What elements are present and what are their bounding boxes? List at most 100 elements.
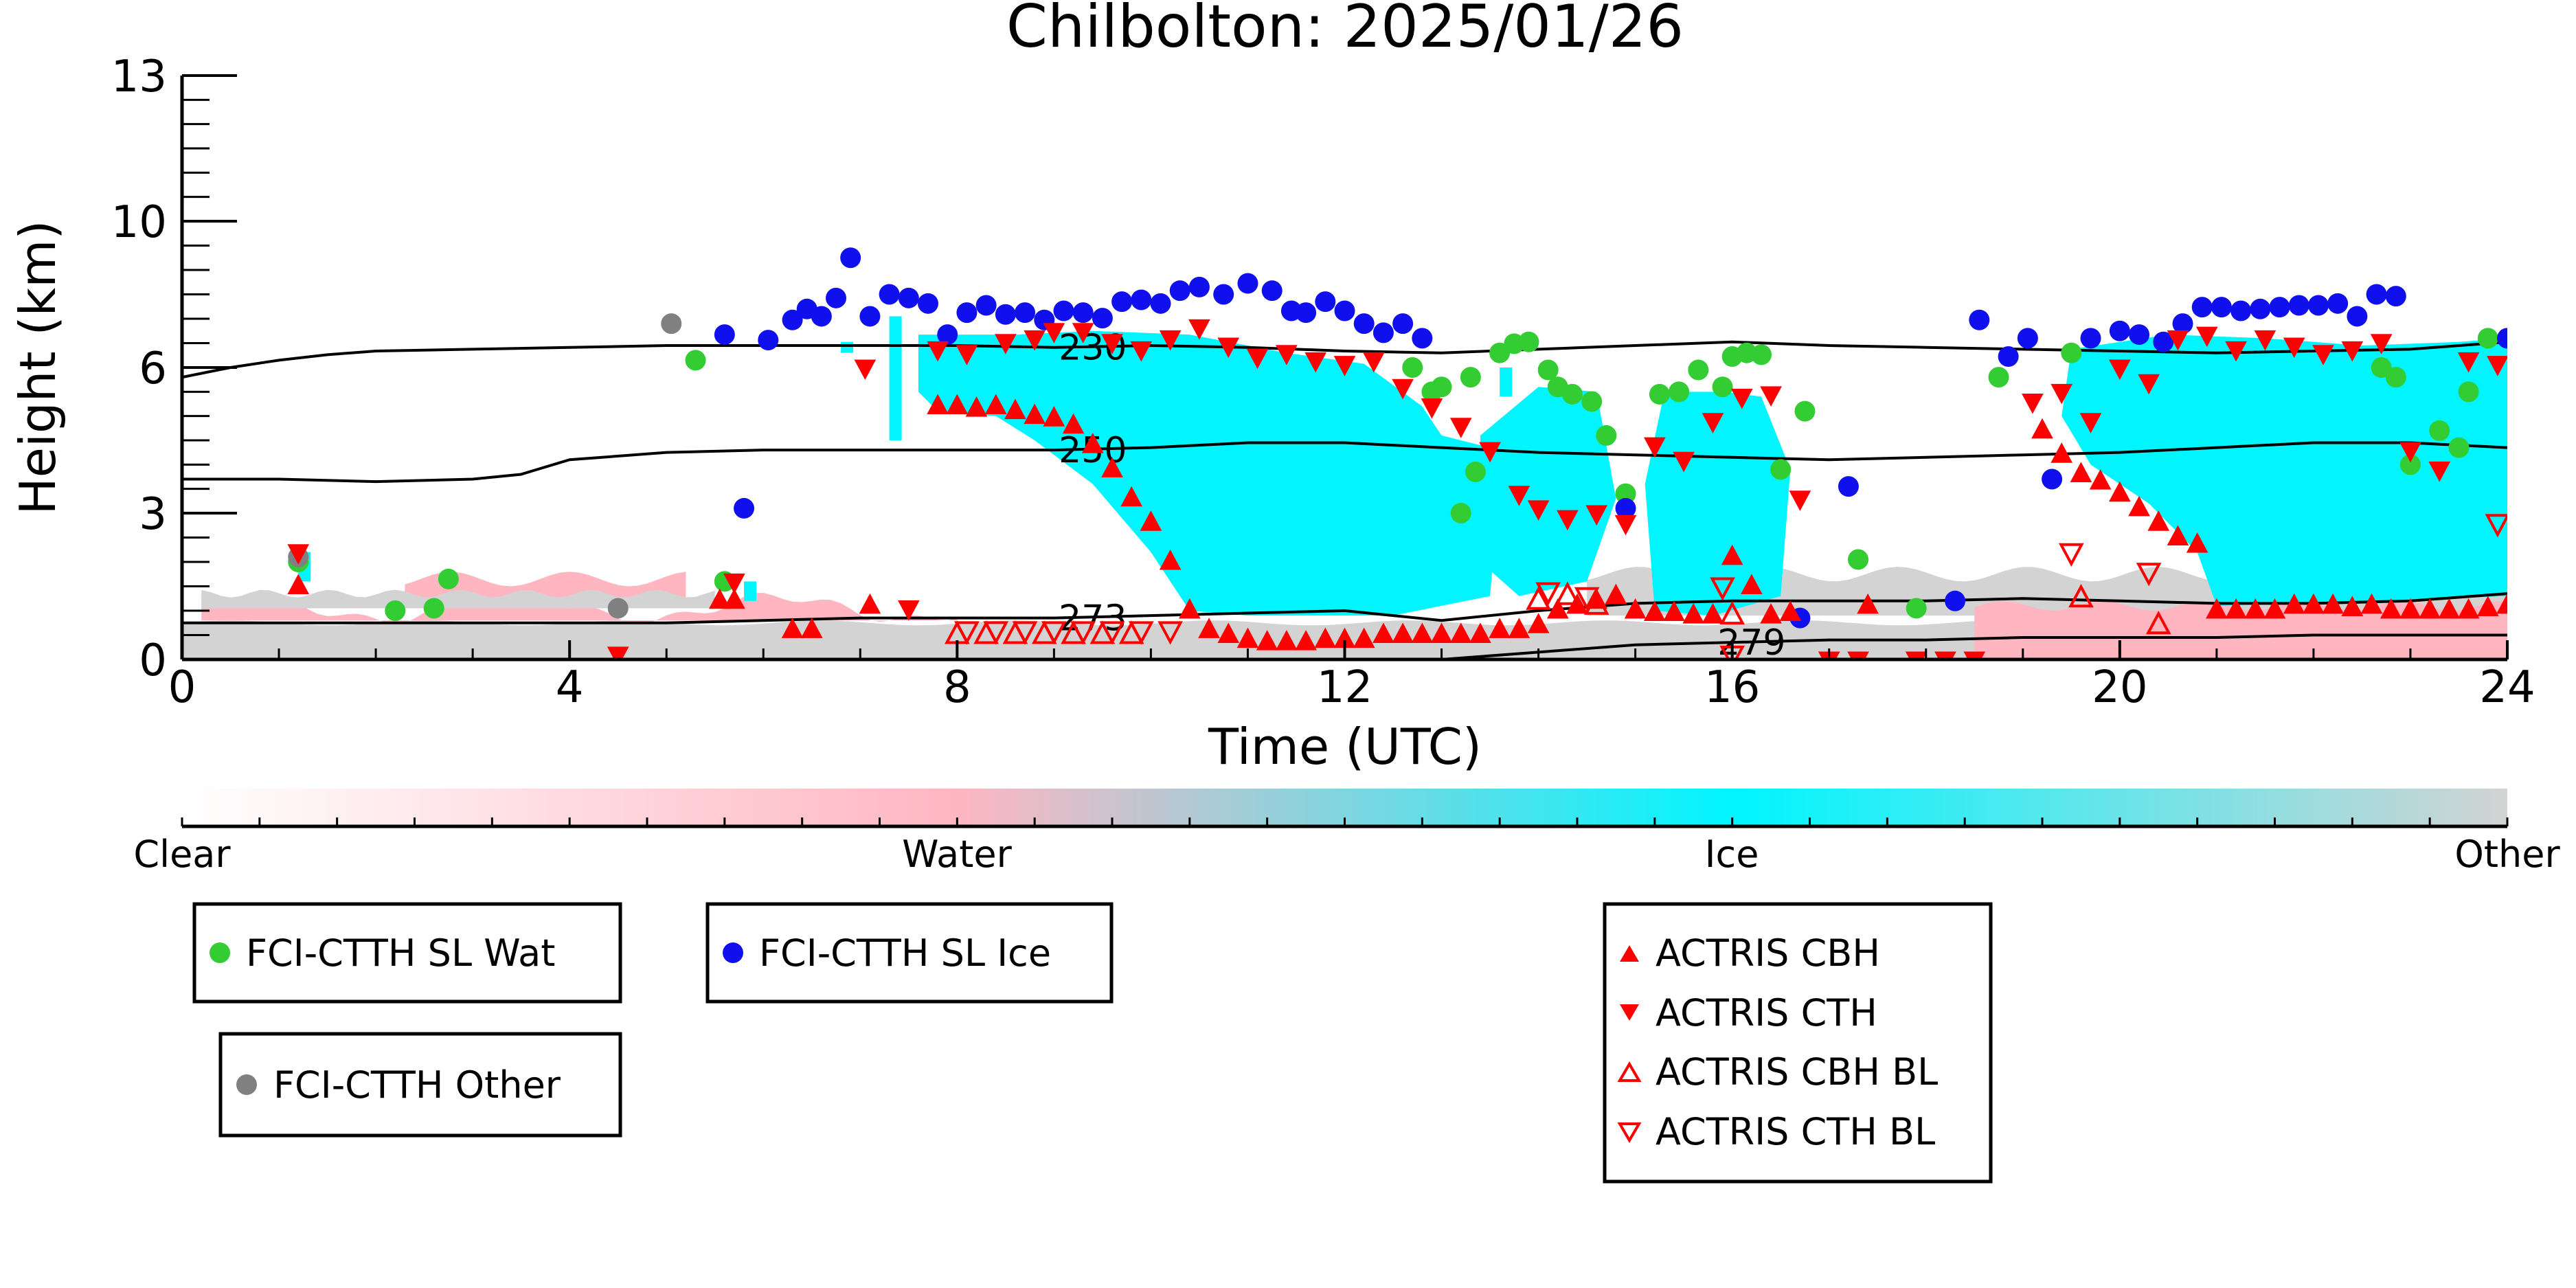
marker-actris-cth xyxy=(1585,505,1608,526)
marker-actris-cbh xyxy=(2089,469,2112,490)
data-markers xyxy=(287,247,2507,659)
marker-actris-cbh xyxy=(1372,622,1394,643)
marker-fci-ctth-sl-wat xyxy=(1581,391,1603,412)
marker-fci-ctth-sl-ice xyxy=(2307,295,2329,316)
marker-actris-cth xyxy=(854,359,877,381)
legend-label-wat: FCI-CTTH SL Wat xyxy=(246,931,555,975)
marker-actris-cth-bl xyxy=(2058,543,2084,567)
x-tick-label: 4 xyxy=(556,662,584,713)
marker-actris-cth xyxy=(607,646,629,659)
marker-fci-ctth-sl-wat xyxy=(438,568,459,589)
contour-line-230 xyxy=(182,340,2507,379)
marker-fci-ctth-sl-ice xyxy=(918,293,939,314)
marker-actris-cth xyxy=(1362,352,1385,373)
marker-actris-cth-bl xyxy=(1070,621,1096,645)
legend-label-other: FCI-CTTH Other xyxy=(273,1063,561,1107)
marker-actris-cth xyxy=(1730,388,1753,409)
marker-actris-cth-bl xyxy=(1099,621,1125,645)
x-tick-label: 8 xyxy=(943,662,971,713)
marker-actris-cth xyxy=(1789,490,1811,511)
marker-fci-ctth-sl-ice xyxy=(1111,291,1133,313)
marker-actris-cth xyxy=(2050,383,2073,405)
marker-fci-ctth-sl-ice xyxy=(859,306,881,327)
marker-fci-ctth-sl-ice xyxy=(1296,302,1317,324)
marker-actris-cbh xyxy=(1120,486,1143,507)
x-axis-label: Time (UTC) xyxy=(1208,718,1482,776)
marker-fci-ctth-sl-wat xyxy=(1669,381,1690,403)
marker-fci-ctth-sl-ice xyxy=(2385,286,2406,307)
marker-fci-ctth-sl-wat xyxy=(685,350,706,371)
marker-fci-ctth-sl-wat xyxy=(2429,420,2450,441)
marker-actris-cbh xyxy=(1527,613,1550,633)
classification-area xyxy=(1645,392,1791,616)
marker-actris-cth-bl xyxy=(1710,577,1735,601)
classification-area xyxy=(201,589,715,609)
marker-actris-cbh xyxy=(2186,532,2208,553)
marker-actris-cbh xyxy=(1140,510,1162,531)
marker-actris-cbh xyxy=(1024,403,1046,425)
temperature-contours: 230250273279 xyxy=(182,328,2507,659)
marker-actris-cth xyxy=(2108,359,2131,381)
classification-area xyxy=(1974,600,2507,659)
y-tick-label: 0 xyxy=(139,635,167,686)
marker-actris-cth-bl xyxy=(2485,514,2507,538)
marker-actris-cbh xyxy=(2303,593,2325,614)
marker-fci-ctth-sl-ice xyxy=(2288,295,2309,316)
marker-fci-ctth-sl-wat xyxy=(1649,383,1670,405)
contour-label: 230 xyxy=(1059,328,1127,369)
marker-fci-ctth-sl-wat xyxy=(1848,549,1869,570)
marker-actris-cbh xyxy=(1062,413,1085,434)
legend-marker-cbh xyxy=(1620,945,1639,962)
marker-fci-ctth-sl-ice xyxy=(2250,298,2271,319)
marker-actris-cbh xyxy=(946,394,969,415)
marker-actris-cth xyxy=(1449,418,1472,438)
marker-fci-ctth-sl-ice xyxy=(2230,300,2252,321)
marker-actris-cth xyxy=(1072,323,1094,343)
marker-fci-ctth-sl-ice xyxy=(1015,302,1036,324)
marker-fci-ctth-sl-ice xyxy=(2042,468,2063,490)
marker-actris-cbh xyxy=(1198,618,1220,638)
marker-actris-cth xyxy=(723,573,745,594)
marker-actris-cbh xyxy=(927,394,949,415)
marker-fci-ctth-sl-wat xyxy=(1518,331,1539,352)
legend-marker-cth-bl xyxy=(1617,1122,1642,1143)
marker-fci-ctth-sl-ice xyxy=(937,324,958,346)
marker-actris-cth xyxy=(2487,356,2507,376)
marker-actris-cth xyxy=(1392,379,1414,400)
marker-actris-cth xyxy=(1304,352,1327,373)
marker-actris-cbh xyxy=(2341,596,2364,616)
marker-actris-cbh xyxy=(1256,630,1278,651)
marker-fci-ctth-sl-ice xyxy=(879,284,900,305)
marker-actris-cbh xyxy=(1624,598,1647,619)
marker-actris-cbh xyxy=(1663,600,1685,622)
marker-fci-ctth-sl-wat xyxy=(1750,344,1772,365)
marker-actris-cbh xyxy=(1217,622,1240,643)
marker-actris-cbh-bl xyxy=(1526,586,1551,610)
x-tick-label: 0 xyxy=(168,662,196,713)
marker-fci-ctth-sl-ice xyxy=(1615,497,1636,519)
marker-fci-ctth-sl-wat xyxy=(2371,357,2392,378)
marker-actris-cbh xyxy=(984,394,1007,415)
marker-actris-cbh xyxy=(800,618,823,638)
marker-actris-cth-bl xyxy=(1574,587,1600,611)
marker-fci-ctth-sl-ice xyxy=(758,330,779,351)
marker-fci-ctth-sl-ice xyxy=(2129,324,2150,346)
marker-actris-cth xyxy=(2022,393,2044,414)
marker-actris-cbh xyxy=(1276,630,1298,651)
marker-actris-cbh xyxy=(2438,598,2461,619)
marker-fci-ctth-sl-ice xyxy=(2366,284,2387,305)
marker-actris-cth-bl xyxy=(1535,582,1561,606)
marker-actris-cbh xyxy=(1043,406,1065,427)
marker-fci-ctth-sl-ice xyxy=(2109,320,2130,341)
marker-fci-ctth-sl-ice xyxy=(1188,276,1210,297)
marker-actris-cth xyxy=(1276,345,1298,365)
marker-fci-ctth-sl-ice xyxy=(1213,284,1234,305)
marker-fci-ctth-sl-wat xyxy=(1537,359,1559,381)
marker-fci-ctth-sl-ice xyxy=(811,306,832,327)
classification-area xyxy=(201,591,958,625)
marker-actris-cbh xyxy=(2031,418,2053,439)
marker-actris-cbh xyxy=(1643,600,1666,622)
marker-fci-ctth-sl-ice xyxy=(1237,273,1258,294)
colorbar-label-ice: Ice xyxy=(1705,833,1759,876)
